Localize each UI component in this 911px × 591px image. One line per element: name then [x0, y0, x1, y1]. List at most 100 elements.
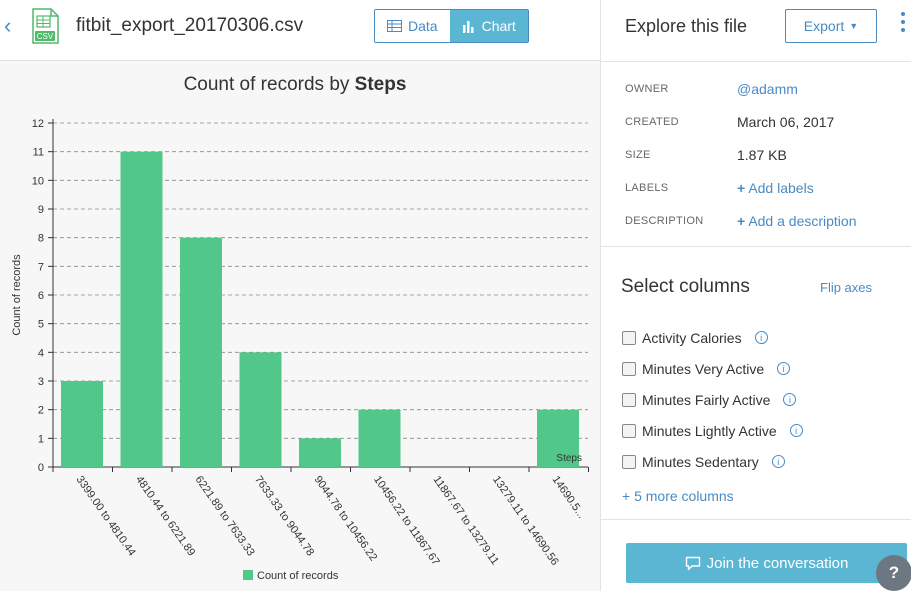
column-option: Minutes Fairly Active i: [622, 384, 803, 415]
y-tick-label: 8: [38, 233, 44, 245]
bar: [299, 438, 341, 467]
info-icon[interactable]: i: [777, 362, 791, 375]
column-checkbox[interactable]: [622, 361, 636, 376]
add-description-link[interactable]: + Add a description: [737, 213, 857, 229]
column-list: Activity Calories i Minutes Very Active i …: [622, 322, 803, 477]
bar: [61, 381, 103, 467]
x-tick-label: 10456.22 to 11867.67: [371, 474, 442, 568]
meta-size: SIZE 1.87 KB: [625, 138, 905, 171]
explore-title: Explore this file: [625, 16, 748, 36]
column-label[interactable]: Minutes Sedentary: [642, 453, 759, 470]
bar: [358, 409, 401, 467]
column-option: Minutes Very Active i: [622, 353, 803, 384]
x-tick-label: 13279.11 to 14690.56: [490, 474, 561, 568]
meta-label: OWNER: [625, 82, 669, 95]
column-label[interactable]: Minutes Lightly Active: [642, 422, 777, 439]
join-label: Join the conversation: [706, 554, 849, 572]
meta-created: CREATED March 06, 2017: [625, 105, 905, 138]
meta-label: CREATED: [625, 115, 679, 128]
column-option: Minutes Sedentary i: [622, 446, 803, 477]
file-name: fitbit_export_20170306.csv: [76, 15, 304, 36]
x-axis-label: Steps: [556, 453, 582, 464]
y-tick-label: 0: [38, 462, 44, 474]
column-label[interactable]: Activity Calories: [642, 329, 742, 346]
meta-owner: OWNER @adamm: [625, 72, 905, 105]
data-view-button[interactable]: Data: [375, 10, 450, 42]
bar: [120, 151, 163, 467]
y-tick-label: 9: [38, 204, 44, 216]
column-checkbox[interactable]: [622, 454, 636, 469]
csv-icon-label: CSV: [37, 32, 54, 41]
select-columns-title: Select columns: [621, 276, 750, 297]
file-metadata: OWNER @adamm CREATED March 06, 2017 SIZE…: [625, 72, 905, 237]
add-labels-label: Add labels: [748, 179, 814, 196]
legend-label: Count of records: [257, 570, 339, 582]
chart-view-button[interactable]: Chart: [449, 10, 528, 42]
created-value: March 06, 2017: [737, 113, 835, 130]
plus-icon: +: [737, 179, 746, 196]
divider: [601, 519, 911, 520]
caret-down-icon: ▼: [849, 21, 859, 31]
more-columns-link[interactable]: + 5 more columns: [622, 488, 734, 504]
meta-labels: LABELS + Add labels: [625, 171, 905, 204]
y-tick-label: 11: [33, 147, 44, 159]
y-tick-label: 3: [38, 376, 44, 388]
owner-link[interactable]: @adamm: [737, 80, 798, 97]
divider: [601, 61, 911, 62]
csv-file-icon: CSV: [31, 8, 59, 44]
x-tick-label: 9044.78 to 10456.22: [312, 474, 380, 564]
info-icon[interactable]: i: [783, 393, 797, 406]
info-icon[interactable]: i: [789, 424, 803, 437]
more-options-icon[interactable]: [899, 12, 907, 32]
export-button[interactable]: Export ▼: [785, 9, 877, 43]
info-icon[interactable]: i: [754, 331, 768, 344]
chat-bubble-icon: [685, 556, 700, 570]
y-tick-label: 1: [38, 433, 44, 445]
legend-swatch: [243, 570, 253, 580]
x-tick-label: 11867.67 to 13279.11: [431, 474, 501, 567]
chart-title: Count of records by Steps: [184, 74, 407, 95]
column-checkbox[interactable]: [622, 330, 636, 345]
add-labels-link[interactable]: + Add labels: [737, 180, 814, 196]
column-option: Minutes Lightly Active i: [622, 415, 803, 446]
divider: [601, 246, 911, 247]
flip-axes-link[interactable]: Flip axes: [820, 280, 873, 295]
meta-label: DESCRIPTION: [625, 214, 704, 227]
info-icon[interactable]: i: [771, 455, 785, 468]
x-tick-label: 7633.33 to 9044.78: [252, 474, 316, 559]
bar: [239, 352, 282, 467]
join-conversation-button[interactable]: Join the conversation: [626, 543, 907, 583]
y-tick-label: 6: [38, 290, 44, 302]
column-label[interactable]: Minutes Fairly Active: [642, 391, 771, 408]
size-value: 1.87 KB: [737, 146, 787, 163]
help-button[interactable]: ?: [876, 555, 911, 591]
column-label[interactable]: Minutes Very Active: [642, 360, 765, 377]
y-tick-label: 7: [38, 261, 44, 273]
y-tick-label: 12: [32, 118, 44, 130]
back-chevron-icon[interactable]: ‹: [4, 13, 12, 38]
file-header: ‹ CSV fitbit_export_20170306.csv Data Ch…: [0, 0, 600, 61]
plus-icon: +: [737, 212, 746, 229]
y-tick-label: 10: [32, 175, 44, 187]
x-tick-label: 3399.00 to 4810.44: [74, 474, 138, 559]
meta-description: DESCRIPTION + Add a description: [625, 204, 905, 237]
view-toggle: Data Chart: [374, 9, 529, 43]
bar-chart-icon: [462, 20, 474, 33]
bar: [180, 237, 222, 467]
column-option: Activity Calories i: [622, 322, 803, 353]
bar: [537, 409, 579, 467]
x-tick-label: 6221.89 to 7633.33: [193, 474, 257, 559]
table-icon: [387, 20, 402, 32]
x-tick-label: 14690.5...: [550, 474, 588, 521]
y-tick-label: 2: [38, 405, 44, 417]
bar-chart: Count of records by Steps012345678910111…: [11, 74, 589, 582]
chart-view-label: Chart: [481, 18, 516, 34]
column-checkbox[interactable]: [622, 392, 636, 407]
add-description-label: Add a description: [748, 212, 857, 229]
y-tick-label: 5: [38, 319, 44, 331]
column-checkbox[interactable]: [622, 423, 636, 438]
y-tick-label: 4: [38, 347, 44, 359]
meta-label: SIZE: [625, 148, 651, 161]
data-view-label: Data: [408, 18, 438, 34]
y-axis-label: Count of records: [11, 254, 23, 336]
